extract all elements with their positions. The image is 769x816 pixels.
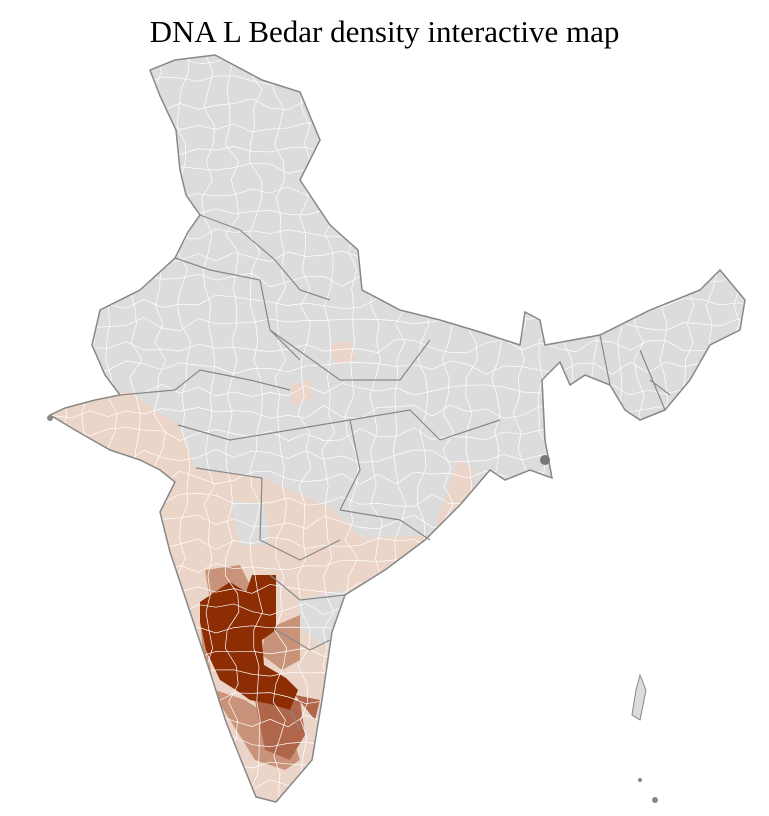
district-border-line [50,734,745,750]
district-border-line [50,338,745,354]
district-border-line [585,55,599,802]
region-highest-density[interactable] [200,575,298,710]
district-border-line [50,778,745,793]
district-border-line [297,55,312,802]
region-high-density[interactable] [255,695,320,760]
region-low-density[interactable] [330,340,355,365]
island-dot [638,778,642,782]
region-low-density[interactable] [290,380,312,405]
district-border-line [50,757,745,771]
island-dot [540,455,550,465]
district-border-line [50,163,745,177]
district-border-line [681,55,696,802]
district-border-line [50,185,745,199]
district-border-line [50,250,745,265]
district-border-line [56,55,72,802]
district-border-line [50,712,745,728]
island-dot [652,797,658,803]
district-border-line [50,317,745,332]
district-border-line [50,140,745,156]
district-border-line [272,55,288,802]
district-border-line [753,0,766,810]
district-border-line [50,272,745,288]
district-border-line [704,55,720,802]
district-border-line [50,360,745,376]
district-border-line [248,55,264,802]
district-border-line [50,55,745,68]
district-border-line [50,118,745,133]
island-dot [47,415,53,421]
district-border-line [728,55,744,802]
district-border-line [50,580,745,596]
district-border-line [50,624,745,640]
sri-lanka-island-fragment [631,673,647,721]
district-border-line [50,228,745,243]
district-border-line [50,800,745,802]
district-border-line [561,55,575,802]
district-border-line [50,206,745,222]
district-border-line [33,0,46,810]
district-border-line [50,96,745,112]
district-border-line [50,74,745,89]
district-border-line [50,646,745,661]
map-title: DNA L Bedar density interactive map [149,14,620,49]
district-border-line [50,602,745,618]
district-border-line [609,55,624,802]
district-border-line [224,55,240,802]
